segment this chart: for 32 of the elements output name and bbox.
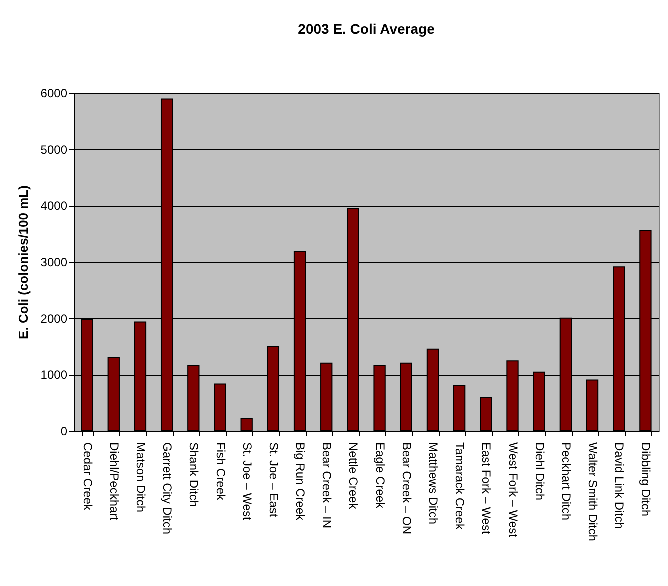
x-tick-label: Diehl/Peckhart — [107, 442, 122, 522]
x-tick-label: Garrett City Ditch — [160, 442, 175, 535]
y-tick-label: 4000 — [40, 199, 68, 214]
bar — [480, 397, 492, 432]
y-tick-label: 5000 — [40, 142, 68, 157]
x-tick-label: Nettle Creek — [346, 442, 361, 510]
x-tick-label: St. Joe – East — [266, 442, 281, 518]
x-tick-label: Matson Ditch — [134, 442, 148, 513]
x-tick-label: West Fork – West — [506, 442, 520, 538]
x-tick-label: Bear Creek – IN — [320, 442, 334, 529]
y-tick-label: 3000 — [40, 256, 68, 270]
x-tick-label: David Link Ditch — [612, 442, 627, 530]
x-tick-label: Matthews Ditch — [426, 442, 440, 525]
x-tick-label: Peckhart Ditch — [559, 442, 574, 521]
x-tick-label: Bear Creek – ON — [400, 442, 414, 535]
y-tick-label: 0 — [60, 424, 68, 438]
x-tick-label: Walter Smith Ditch — [586, 442, 600, 542]
x-tick-label: Diehl Ditch — [532, 442, 547, 501]
x-tick-label: Eagle Creek — [373, 442, 388, 510]
y-axis-title: E. Coli (colonies/100 mL) — [16, 186, 31, 340]
x-tick-label: Dibbling Ditch — [639, 442, 654, 517]
y-tick-label: 6000 — [40, 86, 68, 100]
x-tick-label: East Fork – West — [480, 442, 494, 535]
chart-title: 2003 E. Coli Average — [298, 21, 436, 37]
x-tick-label: Tamarack Creek — [453, 442, 468, 531]
x-tick-label: Shank Ditch — [187, 442, 202, 508]
x-tick-label: Cedar Creek — [80, 442, 95, 512]
y-tick-label: 2000 — [40, 312, 68, 326]
x-tick-label: St. Joe – West — [240, 442, 254, 521]
y-tick-label: 1000 — [40, 368, 68, 382]
x-tick-label: Fish Creek — [214, 442, 228, 502]
x-tick-label: Big Run Creek — [294, 442, 308, 522]
